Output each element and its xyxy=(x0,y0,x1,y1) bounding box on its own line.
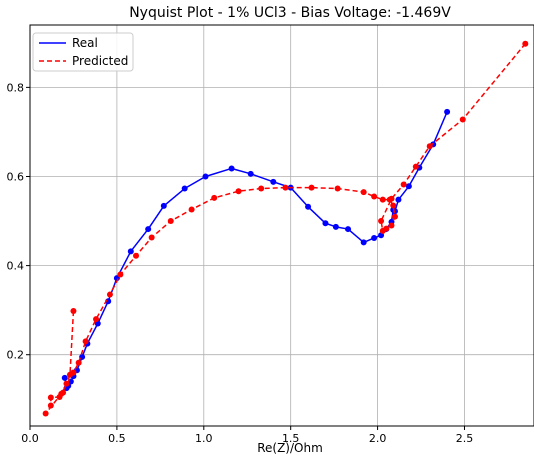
data-point-real xyxy=(444,108,451,115)
x-tick-label: 1.0 xyxy=(195,432,213,445)
data-point-predicted xyxy=(459,116,466,123)
series-predicted xyxy=(42,40,529,417)
data-point-predicted xyxy=(391,213,398,220)
data-point-real xyxy=(160,202,167,209)
data-point-predicted xyxy=(522,40,529,47)
data-point-predicted xyxy=(400,181,407,188)
legend-label-real: Real xyxy=(72,36,98,50)
data-point-predicted xyxy=(426,143,433,150)
data-point-predicted xyxy=(70,308,77,315)
data-point-predicted xyxy=(106,291,113,298)
data-point-predicted xyxy=(47,394,54,401)
data-point-real xyxy=(345,226,352,233)
data-point-predicted xyxy=(378,218,385,225)
data-point-predicted xyxy=(211,194,218,201)
series-layer xyxy=(42,40,529,417)
data-point-real xyxy=(322,220,329,227)
data-point-predicted xyxy=(308,184,315,191)
x-tick-label: 2.5 xyxy=(456,432,474,445)
data-point-real xyxy=(332,223,339,230)
plot-frame xyxy=(29,24,534,427)
x-tick-label: 1.5 xyxy=(282,432,300,445)
x-axis-label: Re(Z)/Ohm xyxy=(257,441,323,455)
data-point-predicted xyxy=(360,189,367,196)
y-tick-label: 0.6 xyxy=(7,170,25,183)
data-point-predicted xyxy=(388,195,395,202)
data-point-predicted xyxy=(42,410,49,417)
data-point-predicted xyxy=(133,252,140,259)
data-point-real xyxy=(61,374,68,381)
data-point-real xyxy=(395,196,402,203)
data-point-predicted xyxy=(75,359,82,366)
data-point-real xyxy=(181,185,188,192)
data-point-predicted xyxy=(390,202,397,209)
data-point-real xyxy=(145,226,152,233)
data-point-predicted xyxy=(117,271,124,278)
data-point-real xyxy=(127,248,134,255)
y-tick-label: 0.4 xyxy=(7,260,25,273)
data-point-predicted xyxy=(188,206,195,213)
x-tick-label: 0.5 xyxy=(108,432,126,445)
data-point-real xyxy=(391,208,398,215)
data-point-real xyxy=(228,165,235,172)
data-point-real xyxy=(202,173,209,180)
x-tick-label: 2.0 xyxy=(369,432,387,445)
data-point-real xyxy=(305,203,312,210)
data-point-predicted xyxy=(47,402,54,409)
data-point-predicted xyxy=(58,390,65,397)
data-point-predicted xyxy=(63,380,70,387)
grid-lines xyxy=(29,25,534,426)
data-point-predicted xyxy=(282,184,289,191)
data-point-real xyxy=(270,178,277,185)
data-point-predicted xyxy=(258,185,265,192)
data-point-real xyxy=(247,170,254,177)
data-point-predicted xyxy=(167,218,174,225)
data-point-predicted xyxy=(388,222,395,229)
data-point-predicted xyxy=(148,234,155,241)
data-point-predicted xyxy=(412,163,419,170)
data-point-predicted xyxy=(379,227,386,234)
data-point-real xyxy=(360,239,367,246)
data-point-real xyxy=(405,183,412,190)
legend: Real Predicted xyxy=(32,32,134,72)
data-point-predicted xyxy=(371,193,378,200)
data-point-real xyxy=(371,234,378,241)
data-point-predicted xyxy=(379,196,386,203)
data-point-predicted xyxy=(334,185,341,192)
data-point-predicted xyxy=(235,188,242,195)
chart-title: Nyquist Plot - 1% UCl3 - Bias Voltage: -… xyxy=(129,5,451,21)
x-tick-label: 0.0 xyxy=(21,432,39,445)
legend-label-predicted: Predicted xyxy=(72,54,128,68)
data-point-predicted xyxy=(82,338,89,345)
y-tick-label: 0.2 xyxy=(7,349,25,362)
data-point-predicted xyxy=(93,316,100,323)
y-tick-label: 0.8 xyxy=(7,81,25,94)
axis-ticks: 0.0 0.5 1.0 1.5 2.0 2.5 0.2 0.4 0.6 0.8 xyxy=(7,81,474,445)
data-point-predicted xyxy=(70,369,77,376)
